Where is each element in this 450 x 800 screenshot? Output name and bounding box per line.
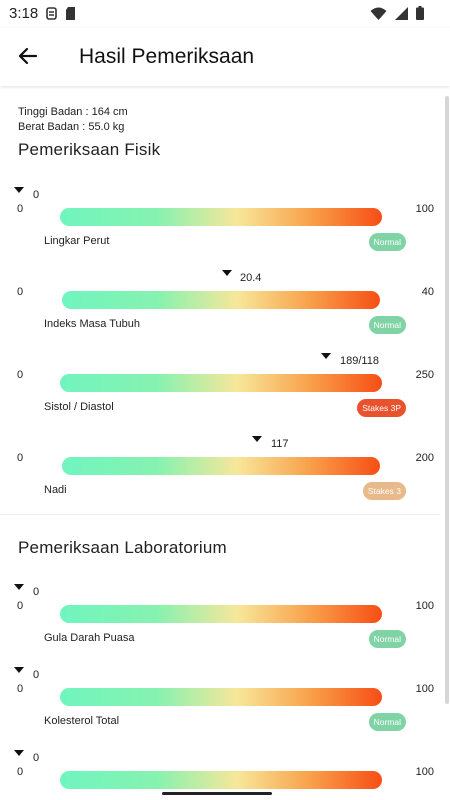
meter-min: 0 bbox=[17, 600, 24, 612]
meter-bar bbox=[60, 605, 382, 623]
meter-kolesterol-total: 0 0 100 Kolesterol Total Normal bbox=[0, 667, 450, 752]
section-title-laboratory: Pemeriksaan Laboratorium bbox=[18, 538, 227, 557]
pointer-icon bbox=[14, 667, 24, 673]
meter-label: Nadi bbox=[44, 484, 67, 496]
wifi-icon bbox=[370, 7, 387, 20]
status-time: 3:18 bbox=[9, 5, 39, 22]
meter-max: 100 bbox=[415, 766, 434, 778]
meter-label: Kolesterol Total bbox=[44, 715, 120, 727]
meter-value: 0 bbox=[33, 189, 40, 201]
meter-min: 0 bbox=[17, 286, 24, 298]
meter-label: Sistol / Diastol bbox=[44, 401, 114, 413]
height-info: Tinggi Badan : 164 cm bbox=[18, 106, 128, 118]
meter-min: 0 bbox=[17, 766, 24, 778]
meter-label: Indeks Masa Tubuh bbox=[44, 318, 141, 330]
meter-min: 0 bbox=[17, 452, 24, 464]
meter-min: 0 bbox=[17, 683, 24, 695]
status-bar: 3:18 bbox=[0, 0, 450, 28]
meter-gula-darah-puasa: 0 0 100 Gula Darah Puasa Normal bbox=[0, 584, 450, 669]
status-badge: Normal bbox=[368, 713, 406, 731]
meter-bar bbox=[60, 771, 382, 789]
results-scroll-view[interactable]: Tinggi Badan : 164 cm Berat Badan : 55.0… bbox=[0, 88, 450, 800]
meter-max: 100 bbox=[415, 203, 434, 215]
meter-max: 250 bbox=[415, 369, 434, 381]
status-badge: Normal bbox=[368, 630, 406, 648]
meter-indeks-masa-tubuh: 0 20.4 40 Indeks Masa Tubuh Normal bbox=[0, 270, 450, 355]
meter-bar bbox=[60, 688, 382, 706]
battery-icon bbox=[416, 6, 424, 20]
meter-partial: 0 0 100 bbox=[0, 750, 450, 800]
meter-bar bbox=[60, 374, 382, 392]
status-badge: Stakes 3P bbox=[357, 399, 406, 417]
pointer-icon bbox=[14, 187, 24, 193]
meter-min: 0 bbox=[17, 203, 24, 215]
meter-value: 20.4 bbox=[240, 272, 262, 284]
meter-label: Gula Darah Puasa bbox=[44, 632, 135, 644]
weight-info: Berat Badan : 55.0 kg bbox=[18, 121, 125, 133]
sd-card-icon bbox=[66, 7, 75, 20]
section-title-physical: Pemeriksaan Fisik bbox=[18, 140, 161, 159]
meter-min: 0 bbox=[17, 369, 24, 381]
meter-label: Lingkar Perut bbox=[44, 235, 110, 247]
pointer-icon bbox=[222, 270, 232, 276]
section-divider bbox=[0, 514, 440, 515]
meter-value: 0 bbox=[33, 669, 40, 681]
signal-icon bbox=[395, 6, 408, 20]
meter-value: 0 bbox=[33, 752, 40, 764]
meter-bar bbox=[62, 457, 380, 475]
meter-nadi: 0 117 200 Nadi Stakes 3 bbox=[0, 436, 450, 521]
meter-bar bbox=[60, 208, 382, 226]
meter-bar bbox=[62, 291, 380, 309]
meter-max: 40 bbox=[421, 286, 434, 298]
status-badge: Normal bbox=[368, 316, 406, 334]
meter-lingkar-perut: 0 0 100 Lingkar Perut Normal bbox=[0, 187, 450, 272]
page-title: Hasil Pemeriksaan bbox=[79, 45, 255, 68]
meter-value: 189/118 bbox=[340, 355, 379, 367]
gesture-bar[interactable] bbox=[162, 792, 272, 795]
meter-value: 117 bbox=[271, 438, 289, 450]
pointer-icon bbox=[14, 584, 24, 590]
status-badge: Stakes 3 bbox=[362, 482, 406, 500]
status-badge: Normal bbox=[368, 233, 406, 251]
pointer-icon bbox=[321, 353, 331, 359]
meter-max: 200 bbox=[415, 452, 434, 464]
sync-icon bbox=[46, 7, 57, 20]
back-arrow-icon bbox=[18, 47, 38, 65]
back-button[interactable] bbox=[14, 42, 42, 70]
meter-max: 100 bbox=[415, 683, 434, 695]
meter-sistol-diastol: 0 189/118 250 Sistol / Diastol Stakes 3P bbox=[0, 353, 450, 438]
scrollbar[interactable] bbox=[445, 96, 449, 704]
pointer-icon bbox=[252, 436, 262, 442]
app-bar: Hasil Pemeriksaan bbox=[0, 28, 450, 86]
pointer-icon bbox=[14, 750, 24, 756]
meter-value: 0 bbox=[33, 586, 40, 598]
meter-max: 100 bbox=[415, 600, 434, 612]
